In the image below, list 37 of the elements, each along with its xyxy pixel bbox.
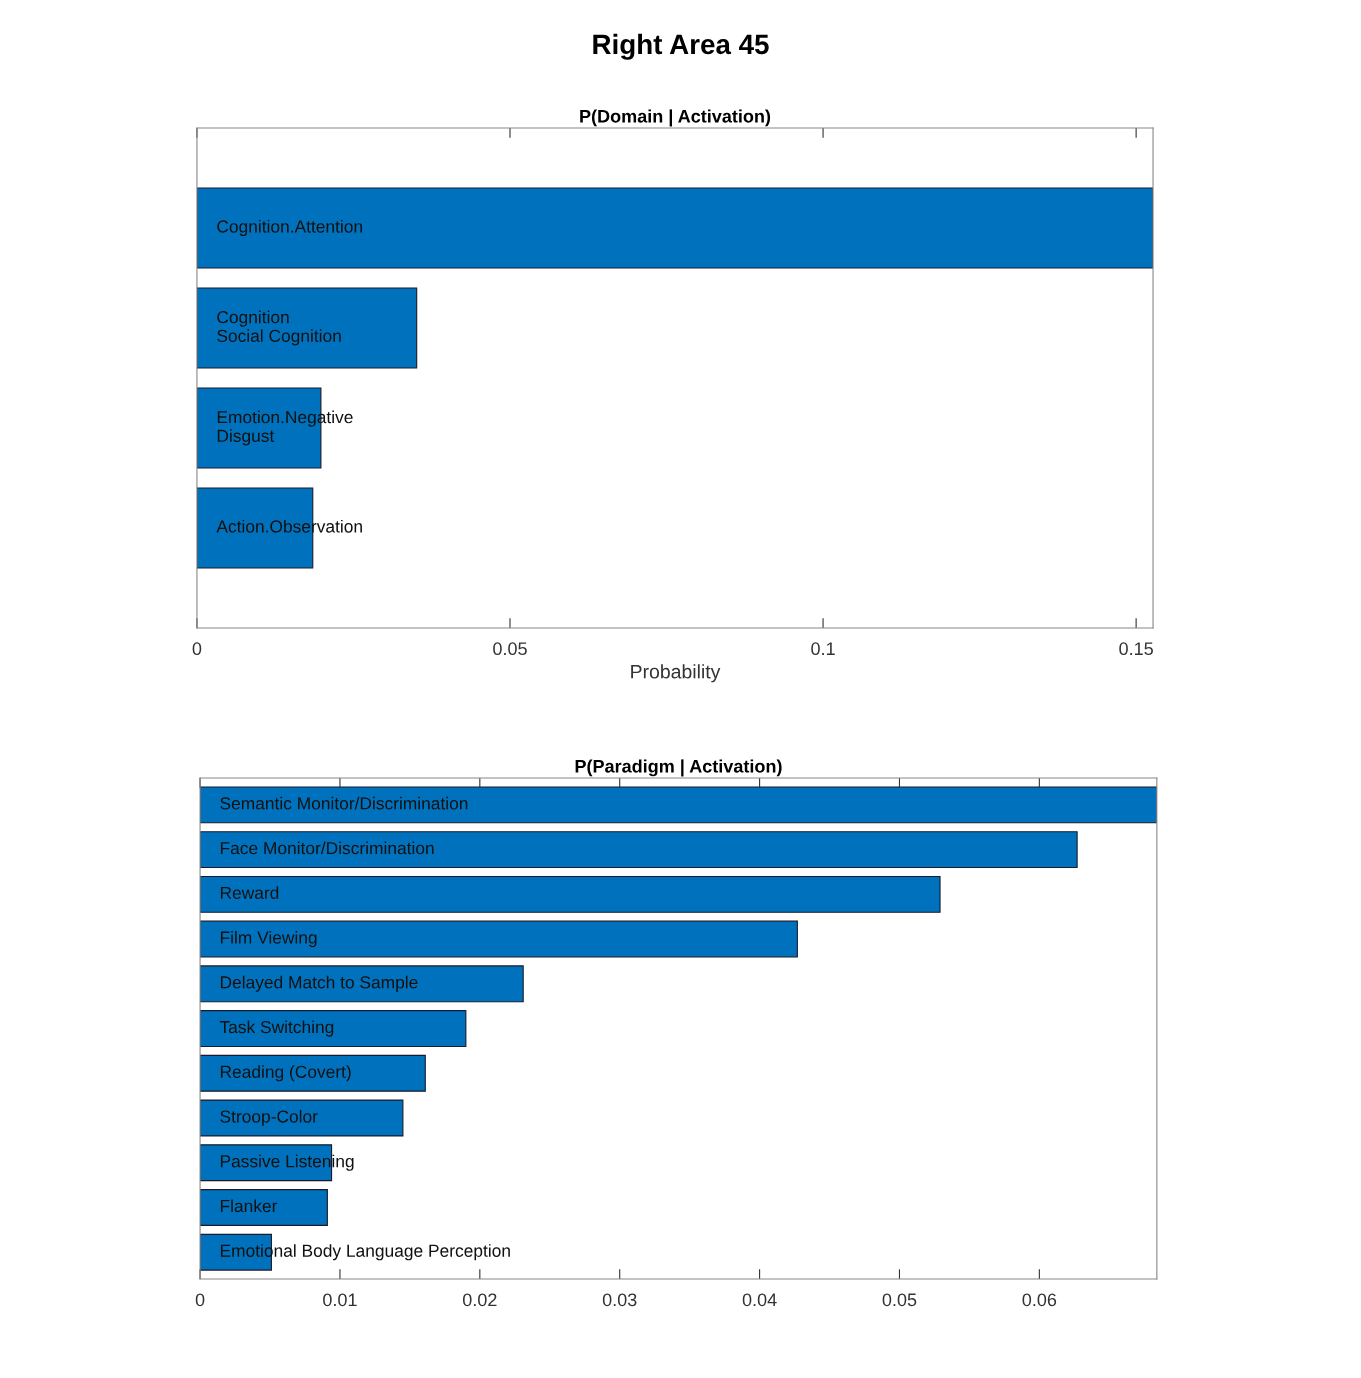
bar <box>200 1189 328 1226</box>
category-label: Reading (Covert) <box>220 1065 351 1082</box>
x-tick-label: 0.1 <box>811 642 835 656</box>
category-label: Reward <box>220 886 279 899</box>
x-tick-label: 0 <box>192 642 202 656</box>
bar <box>200 920 798 958</box>
category-label: Face Monitor/Discrimination <box>220 841 434 855</box>
bar <box>200 831 1078 869</box>
chart-title: Right Area 45 <box>593 33 769 60</box>
category-label: Cognition.Attention <box>217 219 362 237</box>
x-tick-label: 0.05 <box>493 642 527 656</box>
x-tick-label: 0.02 <box>462 1293 497 1307</box>
x-tick-label: 0.15 <box>1119 642 1153 656</box>
x-axis-title: Probability <box>631 664 721 683</box>
x-tick-label: 0.05 <box>882 1293 917 1307</box>
category-label: Flanker <box>220 1199 278 1213</box>
x-tick-label: 0 <box>195 1293 205 1307</box>
chart-title: P(Paradigm | Activation) <box>575 759 782 777</box>
bar <box>196 287 418 369</box>
category-label: Cognition Social Cognition <box>217 310 341 346</box>
category-label: Film Viewing <box>220 930 317 948</box>
x-tick-label: 0.03 <box>602 1293 637 1307</box>
bar <box>200 1099 404 1137</box>
bar <box>200 965 524 1003</box>
x-tick-label: 0.06 <box>1022 1293 1057 1307</box>
bar <box>200 1054 426 1092</box>
category-label: Task Switching <box>219 1020 334 1037</box>
x-tick-label: 0.04 <box>742 1293 777 1307</box>
chart-subtitle: P(Domain | Activation) <box>580 109 771 127</box>
bar <box>196 187 1154 269</box>
category-label: Stroop-Color <box>220 1109 318 1127</box>
x-tick-label: 0.01 <box>323 1293 357 1307</box>
category-label: Delayed Match to Sample <box>220 975 418 992</box>
bar <box>200 1010 467 1047</box>
bar <box>200 875 941 913</box>
bar <box>200 786 1157 824</box>
category-label: Semantic Monitor/Discrimination <box>220 796 468 810</box>
